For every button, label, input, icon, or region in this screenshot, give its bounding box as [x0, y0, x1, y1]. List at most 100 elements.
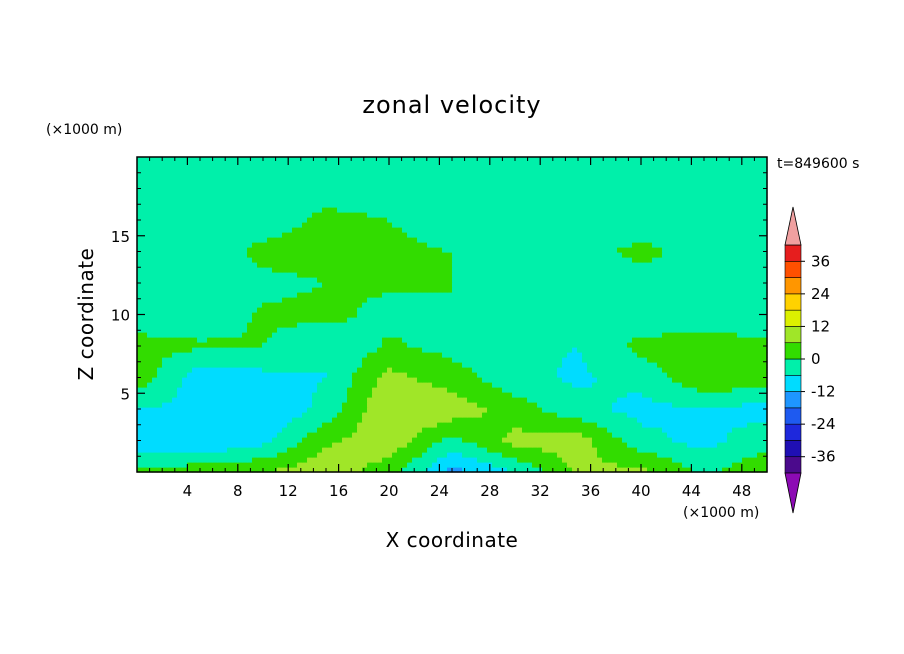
- field-cell: [427, 287, 433, 293]
- field-cell: [167, 452, 173, 458]
- field-cell: [762, 412, 768, 418]
- field-cell: [172, 387, 178, 393]
- field-cell: [762, 307, 768, 313]
- field-cell: [252, 367, 258, 373]
- field-cell: [622, 352, 628, 358]
- field-cell: [737, 297, 743, 303]
- field-cell: [152, 372, 158, 378]
- field-cell: [752, 362, 758, 368]
- field-cell: [722, 332, 728, 338]
- field-cell: [292, 427, 298, 433]
- field-cell: [622, 342, 628, 348]
- field-cell: [517, 457, 523, 463]
- field-cell: [587, 462, 593, 468]
- field-cell: [722, 292, 728, 298]
- field-cell: [317, 447, 323, 453]
- field-cell: [172, 357, 178, 363]
- field-cell: [192, 317, 198, 323]
- field-cell: [707, 397, 713, 403]
- field-cell: [207, 287, 213, 293]
- field-cell: [242, 347, 248, 353]
- field-cell: [472, 327, 478, 333]
- field-cell: [677, 347, 683, 353]
- field-cell: [752, 307, 758, 313]
- field-cell: [252, 432, 258, 438]
- field-cell: [262, 277, 268, 283]
- field-cell: [457, 372, 463, 378]
- field-cell: [527, 397, 533, 403]
- field-cell: [452, 357, 458, 363]
- field-cell: [177, 437, 183, 443]
- field-cell: [297, 327, 303, 333]
- field-cell: [432, 397, 438, 403]
- field-cell: [412, 387, 418, 393]
- field-cell: [227, 432, 233, 438]
- field-cell: [372, 377, 378, 383]
- field-cell: [307, 402, 313, 408]
- field-cell: [762, 457, 768, 463]
- field-cell: [322, 297, 328, 303]
- field-cell: [752, 317, 758, 323]
- field-cell: [292, 417, 298, 423]
- field-cell: [272, 392, 278, 398]
- field-cell: [222, 357, 228, 363]
- field-cell: [712, 422, 718, 428]
- field-cell: [722, 307, 728, 313]
- field-cell: [357, 407, 363, 413]
- field-cell: [427, 327, 433, 333]
- field-cell: [192, 437, 198, 443]
- field-cell: [692, 452, 698, 458]
- field-cell: [167, 457, 173, 463]
- field-cell: [332, 337, 338, 343]
- field-cell: [142, 337, 148, 343]
- field-cell: [422, 282, 428, 288]
- field-cell: [517, 352, 523, 358]
- field-cell: [207, 442, 213, 448]
- field-cell: [477, 277, 483, 283]
- field-cell: [192, 447, 198, 453]
- field-cell: [702, 362, 708, 368]
- field-cell: [682, 397, 688, 403]
- field-cell: [707, 332, 713, 338]
- field-cell: [197, 307, 203, 313]
- field-cell: [217, 467, 223, 473]
- field-cell: [307, 347, 313, 353]
- field-cell: [282, 342, 288, 348]
- field-cell: [592, 427, 598, 433]
- field-cell: [387, 412, 393, 418]
- field-cell: [142, 342, 148, 348]
- field-cell: [322, 402, 328, 408]
- field-cell: [567, 362, 573, 368]
- field-cell: [602, 282, 608, 288]
- field-cell: [307, 387, 313, 393]
- field-cell: [467, 292, 473, 298]
- field-cell: [172, 407, 178, 413]
- field-cell: [302, 342, 308, 348]
- field-cell: [632, 392, 638, 398]
- field-cell: [597, 422, 603, 428]
- field-cell: [337, 387, 343, 393]
- field-cell: [242, 387, 248, 393]
- field-cell: [512, 327, 518, 333]
- field-cell: [332, 437, 338, 443]
- field-cell: [277, 427, 283, 433]
- field-cell: [717, 317, 723, 323]
- field-cell: [547, 462, 553, 468]
- field-cell: [242, 277, 248, 283]
- field-cell: [262, 322, 268, 328]
- field-cell: [672, 407, 678, 413]
- field-cell: [492, 372, 498, 378]
- field-cell: [252, 412, 258, 418]
- field-cell: [377, 382, 383, 388]
- field-cell: [157, 377, 163, 383]
- field-cell: [327, 332, 333, 338]
- field-cell: [272, 452, 278, 458]
- field-cell: [577, 447, 583, 453]
- field-cell: [607, 452, 613, 458]
- field-cell: [722, 352, 728, 358]
- field-cell: [547, 337, 553, 343]
- field-cell: [697, 447, 703, 453]
- field-cell: [752, 282, 758, 288]
- field-cell: [397, 437, 403, 443]
- field-cell: [702, 387, 708, 393]
